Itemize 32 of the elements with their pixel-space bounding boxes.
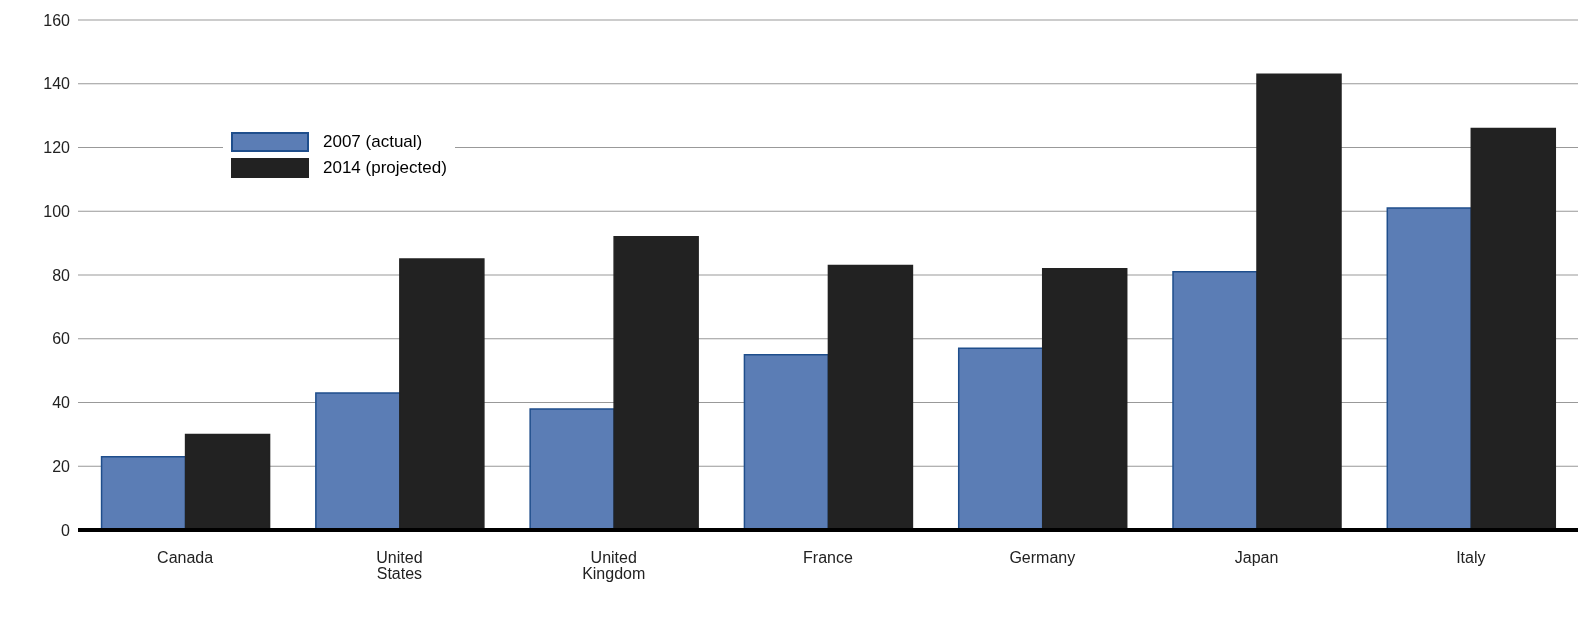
x-tick-label: Germany	[1009, 549, 1076, 567]
x-tick-label: United Kingdom	[582, 549, 646, 583]
y-tick-label: 120	[43, 139, 71, 157]
bar	[1172, 271, 1258, 530]
bar	[1470, 127, 1557, 530]
bar	[399, 258, 485, 530]
x-tick-label: Japan	[1234, 549, 1279, 567]
legend-label: 2007 (actual)	[323, 132, 423, 152]
bar	[827, 264, 914, 530]
bar	[315, 392, 401, 530]
bar	[529, 408, 615, 530]
bar	[184, 433, 271, 530]
x-tick-label: United States	[376, 549, 423, 583]
y-tick-label: 140	[43, 75, 71, 93]
x-tick-label: Canada	[157, 549, 214, 567]
y-tick-label: 0	[61, 521, 71, 539]
bar	[1386, 207, 1473, 530]
bar	[1256, 73, 1342, 530]
legend-label: 2014 (projected)	[323, 158, 447, 178]
x-tick-label: France	[803, 549, 853, 567]
y-tick-label: 60	[52, 330, 71, 348]
y-tick-label: 160	[43, 11, 71, 29]
y-tick-label: 20	[52, 457, 71, 475]
y-tick-label: 100	[43, 202, 71, 220]
x-tick-label: Italy	[1456, 549, 1486, 567]
y-tick-label: 40	[52, 394, 71, 412]
bar	[100, 455, 187, 530]
bar	[613, 236, 699, 530]
y-tick-label: 80	[52, 266, 71, 284]
bar	[1041, 267, 1128, 530]
bar	[957, 347, 1044, 530]
bar	[743, 353, 830, 530]
